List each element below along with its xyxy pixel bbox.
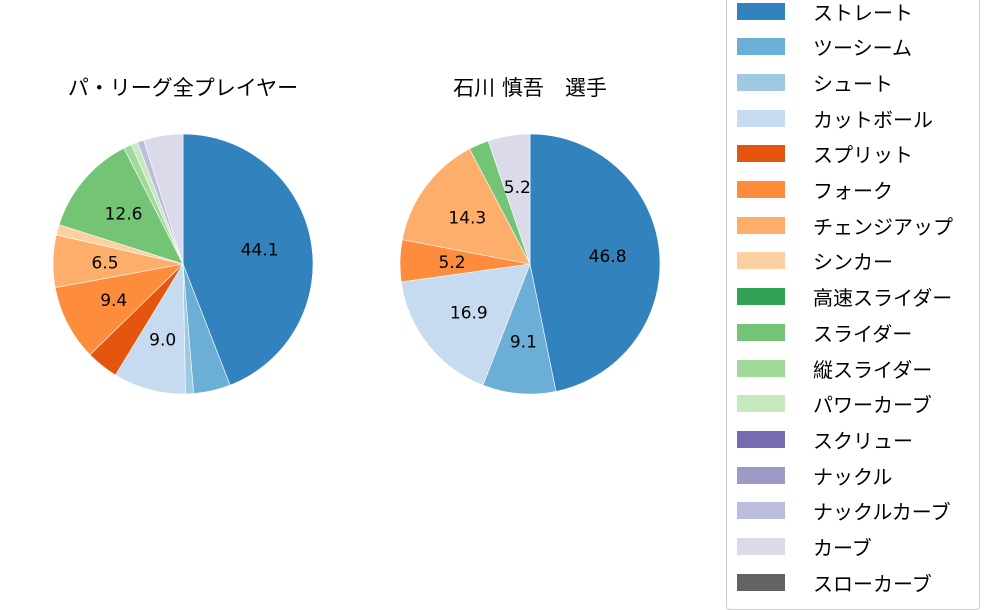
legend-swatch: [737, 73, 785, 91]
pie-slice: [529, 133, 661, 392]
legend-item: シンカー: [737, 250, 893, 274]
pie-charts: 44.1 9.0 9.4 6.5 12.6 46.8 9.1 16.9 5.2 14.3 5.2: [52, 133, 661, 395]
legend-swatch: [737, 109, 785, 127]
legend-item: スプリット: [737, 143, 913, 167]
slice-label: 5.2: [439, 253, 466, 273]
legend-item: ナックルカーブ: [737, 500, 951, 524]
legend-label: スローカーブ: [813, 571, 932, 596]
legend-label: カーブ: [813, 536, 872, 560]
legend-item: ナックル: [737, 465, 892, 489]
pie-slice: [58, 147, 184, 265]
legend-label: スクリュー: [813, 428, 913, 453]
pie-slice: [143, 133, 184, 265]
legend-item: ツーシーム: [737, 36, 912, 60]
legend-label: シュート: [813, 71, 893, 96]
legend-label: 縦スライダー: [813, 357, 933, 382]
slice-label: 44.1: [241, 241, 279, 261]
legend-label: 高速スライダー: [813, 286, 953, 311]
slice-label: 14.3: [448, 209, 486, 229]
legend-label: ナックル: [813, 464, 893, 489]
legend-swatch: [737, 216, 785, 234]
legend-item: スローカーブ: [737, 572, 932, 596]
legend-swatch: [737, 359, 785, 377]
legend: ストレートツーシームシュートカットボール スプリットフォークチェンジアップ シンカー…: [726, 0, 980, 610]
legend-swatch: [737, 38, 785, 56]
legend-label: ストレート: [813, 0, 913, 25]
legend-label: パワーカーブ: [813, 393, 932, 418]
legend-item: 高速スライダー: [737, 286, 952, 310]
left-chart-title: パ・リーグ全プレイヤー: [67, 76, 299, 100]
slice-label: 16.9: [450, 303, 488, 323]
legend-label: カットボール: [813, 107, 933, 132]
legend-swatch: [737, 145, 785, 163]
legend-swatch: [737, 430, 785, 448]
legend-item: シュート: [737, 72, 893, 96]
legend-swatch: [737, 573, 785, 591]
legend-item: スライダー: [737, 322, 912, 346]
right-chart-title: 石川 慎吾 選手: [453, 76, 607, 100]
legend-item: カットボール: [737, 108, 933, 132]
slice-label: 46.8: [589, 247, 627, 267]
slice-label: 12.6: [105, 205, 143, 225]
legend-item: ストレート: [737, 1, 913, 25]
legend-item: フォーク: [737, 179, 893, 203]
legend-label: ツーシーム: [813, 36, 912, 61]
slice-label: 9.1: [510, 333, 537, 353]
legend-label: ナックルカーブ: [813, 500, 951, 525]
slice-label: 5.2: [504, 178, 531, 198]
pie-slice: [401, 148, 531, 265]
legend-swatch: [737, 252, 785, 270]
legend-label: チェンジアップ: [813, 214, 953, 239]
legend-item: カーブ: [737, 536, 872, 560]
legend-label: フォーク: [813, 179, 893, 203]
legend-item: 縦スライダー: [737, 358, 932, 382]
pie-slice: [182, 133, 314, 386]
legend-label: スプリット: [813, 143, 913, 168]
legend-item: パワーカーブ: [737, 393, 932, 417]
legend-swatch: [737, 288, 785, 306]
slice-label: 9.0: [149, 330, 176, 350]
pie-slice: [487, 133, 531, 265]
legend-swatch: [737, 2, 785, 20]
pie-slice: [400, 263, 531, 386]
legend-swatch: [737, 466, 785, 484]
legend-label: シンカー: [813, 250, 893, 275]
legend-swatch: [737, 538, 785, 555]
legend-item: スクリュー: [737, 429, 913, 453]
legend-swatch: [737, 395, 785, 413]
legend-item: チェンジアップ: [737, 215, 953, 239]
legend-swatch: [737, 323, 785, 341]
legend-swatch: [737, 502, 785, 520]
slice-label: 6.5: [91, 253, 118, 273]
slice-label: 9.4: [100, 291, 127, 311]
legend-swatch: [737, 181, 785, 198]
pie-slice: [54, 263, 184, 356]
legend-label: スライダー: [813, 321, 913, 346]
